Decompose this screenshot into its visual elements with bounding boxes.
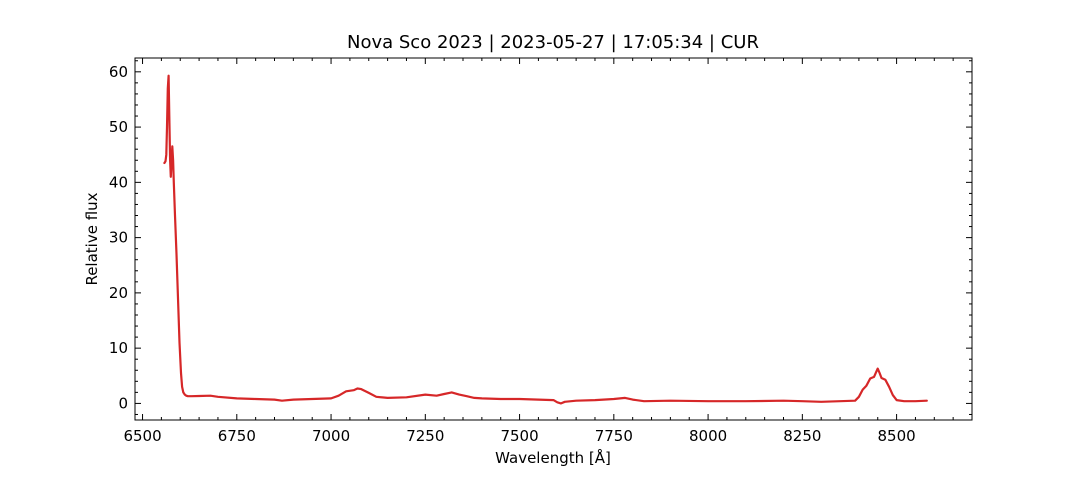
y-axis: 0 10 20 30 40 50 60	[109, 60, 972, 415]
y-tick-label: 60	[109, 63, 128, 81]
y-tick-label: 50	[109, 118, 128, 136]
x-tick-label: 8500	[878, 427, 916, 445]
y-tick-label: 40	[109, 173, 128, 191]
plot-area	[134, 57, 973, 421]
x-tick-label: 6500	[123, 427, 161, 445]
plot-frame	[134, 57, 973, 421]
x-axis-label: Wavelength [Å]	[495, 448, 611, 467]
y-tick-label: 10	[109, 339, 128, 357]
x-tick-label: 8000	[689, 427, 727, 445]
chart-title: Nova Sco 2023 | 2023-05-27 | 17:05:34 | …	[347, 32, 759, 53]
x-tick-label: 7500	[500, 427, 538, 445]
x-tick-label: 7250	[406, 427, 444, 445]
x-tick-label: 6750	[218, 427, 256, 445]
y-tick-label: 20	[109, 284, 128, 302]
spectrum-line	[163, 74, 928, 405]
y-axis-label: Relative flux	[83, 192, 101, 285]
x-tick-label: 8250	[783, 427, 821, 445]
y-tick-label: 0	[118, 394, 128, 412]
y-tick-label: 30	[109, 229, 128, 247]
x-tick-label: 7750	[595, 427, 633, 445]
x-axis: 6500 6750 7000 7250 7500 7750 8000 8250 8500	[123, 58, 973, 445]
x-tick-label: 7000	[312, 427, 350, 445]
